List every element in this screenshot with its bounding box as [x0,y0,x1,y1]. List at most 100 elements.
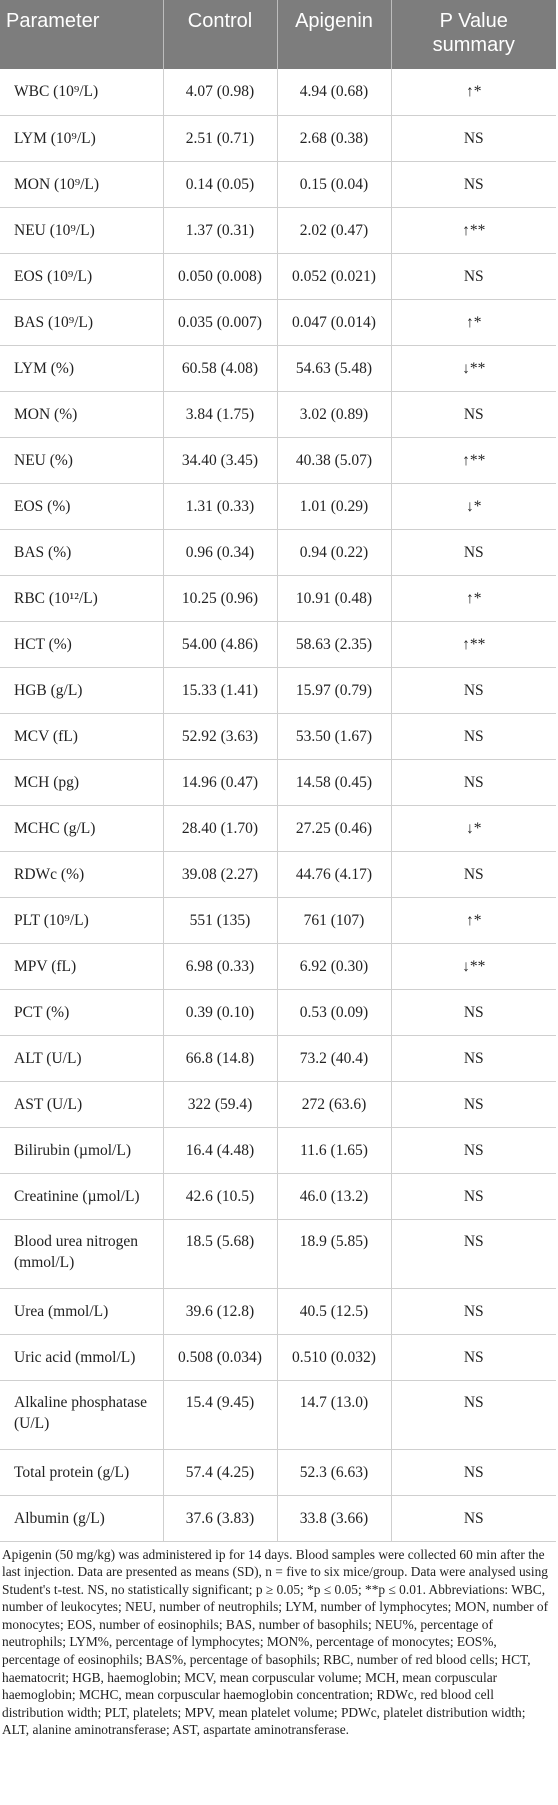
cell-control: 1.31 (0.33) [163,483,278,530]
table-row: BAS (%) 0.96 (0.34) 0.94 (0.22) NS [0,529,556,576]
cell-control: 39.6 (12.8) [163,1288,278,1335]
cell-parameter: LYM (10⁹/L) [0,115,164,162]
header-control: Control [163,0,278,69]
header-apigenin: Apigenin [277,0,392,69]
cell-parameter: MCV (fL) [0,713,164,760]
cell-apigenin: 761 (107) [277,897,392,944]
cell-control: 37.6 (3.83) [163,1495,278,1542]
cell-p-value: NS [391,1449,556,1496]
cell-control: 54.00 (4.86) [163,621,278,668]
cell-parameter: BAS (%) [0,529,164,576]
table-row: MON (10⁹/L) 0.14 (0.05) 0.15 (0.04) NS [0,161,556,208]
table-row: Albumin (g/L) 37.6 (3.83) 33.8 (3.66) NS [0,1495,556,1542]
cell-apigenin: 52.3 (6.63) [277,1449,392,1496]
cell-apigenin: 14.7 (13.0) [277,1380,392,1450]
cell-control: 57.4 (4.25) [163,1449,278,1496]
cell-p-value: NS [391,989,556,1036]
header-row: Parameter Control Apigenin P Value summa… [0,0,556,69]
cell-p-value: ↑* [391,897,556,944]
cell-control: 322 (59.4) [163,1081,278,1128]
cell-control: 34.40 (3.45) [163,437,278,484]
cell-control: 15.33 (1.41) [163,667,278,714]
cell-parameter: MON (%) [0,391,164,438]
table-row: EOS (%) 1.31 (0.33) 1.01 (0.29) ↓* [0,483,556,530]
cell-apigenin: 15.97 (0.79) [277,667,392,714]
table-row: ALT (U/L) 66.8 (14.8) 73.2 (40.4) NS [0,1035,556,1082]
cell-p-value: NS [391,759,556,806]
cell-control: 0.96 (0.34) [163,529,278,576]
table-row: MON (%) 3.84 (1.75) 3.02 (0.89) NS [0,391,556,438]
cell-apigenin: 2.02 (0.47) [277,207,392,254]
cell-p-value: ↑** [391,621,556,668]
cell-parameter: BAS (10⁹/L) [0,299,164,346]
cell-parameter: RDWc (%) [0,851,164,898]
table-header: Parameter Control Apigenin P Value summa… [0,0,556,69]
cell-apigenin: 0.94 (0.22) [277,529,392,576]
cell-p-value: ↑* [391,69,556,116]
cell-parameter: Total protein (g/L) [0,1449,164,1496]
cell-parameter: Urea (mmol/L) [0,1288,164,1335]
cell-parameter: MCH (pg) [0,759,164,806]
cell-parameter: Bilirubin (µmol/L) [0,1127,164,1174]
cell-p-value: NS [391,253,556,300]
cell-p-value: ↓* [391,483,556,530]
cell-apigenin: 33.8 (3.66) [277,1495,392,1542]
cell-parameter: HGB (g/L) [0,667,164,714]
cell-p-value: NS [391,1380,556,1450]
table-row: HGB (g/L) 15.33 (1.41) 15.97 (0.79) NS [0,667,556,714]
table-row: MCH (pg) 14.96 (0.47) 14.58 (0.45) NS [0,759,556,806]
cell-control: 10.25 (0.96) [163,575,278,622]
cell-apigenin: 53.50 (1.67) [277,713,392,760]
cell-p-value: ↓** [391,345,556,392]
header-p-value: P Value summary [391,0,556,69]
cell-p-value: NS [391,1334,556,1381]
table-footnote: Apigenin (50 mg/kg) was administered ip … [2,1546,549,1738]
cell-p-value: NS [391,529,556,576]
cell-control: 0.14 (0.05) [163,161,278,208]
cell-control: 15.4 (9.45) [163,1380,278,1450]
cell-parameter: EOS (10⁹/L) [0,253,164,300]
table-row: Alkaline phosphatase (U/L) 15.4 (9.45) 14.… [0,1380,556,1450]
cell-parameter: LYM (%) [0,345,164,392]
cell-control: 60.58 (4.08) [163,345,278,392]
cell-apigenin: 3.02 (0.89) [277,391,392,438]
table-row: LYM (%) 60.58 (4.08) 54.63 (5.48) ↓** [0,345,556,392]
table-row: BAS (10⁹/L) 0.035 (0.007) 0.047 (0.014) ↑* [0,299,556,346]
cell-control: 1.37 (0.31) [163,207,278,254]
cell-apigenin: 54.63 (5.48) [277,345,392,392]
cell-parameter: HCT (%) [0,621,164,668]
cell-apigenin: 40.5 (12.5) [277,1288,392,1335]
cell-control: 18.5 (5.68) [163,1219,278,1289]
table-row: AST (U/L) 322 (59.4) 272 (63.6) NS [0,1081,556,1128]
cell-parameter: NEU (%) [0,437,164,484]
cell-control: 42.6 (10.5) [163,1173,278,1220]
header-parameter: Parameter [0,0,164,69]
table-row: RBC (10¹²/L) 10.25 (0.96) 10.91 (0.48) ↑* [0,575,556,622]
table-row: Creatinine (µmol/L) 42.6 (10.5) 46.0 (13.2… [0,1173,556,1220]
table-row: LYM (10⁹/L) 2.51 (0.71) 2.68 (0.38) NS [0,115,556,162]
table-row: HCT (%) 54.00 (4.86) 58.63 (2.35) ↑** [0,621,556,668]
table-row: Blood urea nitrogen (mmol/L) 18.5 (5.68) 1… [0,1219,556,1289]
cell-apigenin: 2.68 (0.38) [277,115,392,162]
cell-parameter: PCT (%) [0,989,164,1036]
cell-parameter: Uric acid (mmol/L) [0,1334,164,1381]
table-row: Total protein (g/L) 57.4 (4.25) 52.3 (6.63… [0,1449,556,1496]
cell-control: 6.98 (0.33) [163,943,278,990]
table-row: PCT (%) 0.39 (0.10) 0.53 (0.09) NS [0,989,556,1036]
cell-apigenin: 0.052 (0.021) [277,253,392,300]
cell-parameter: AST (U/L) [0,1081,164,1128]
data-table: Parameter Control Apigenin P Value summa… [0,0,556,1542]
cell-parameter: MPV (fL) [0,943,164,990]
cell-apigenin: 1.01 (0.29) [277,483,392,530]
cell-control: 551 (135) [163,897,278,944]
table-row: PLT (10⁹/L) 551 (135) 761 (107) ↑* [0,897,556,944]
cell-control: 0.035 (0.007) [163,299,278,346]
cell-p-value: ↓** [391,943,556,990]
cell-control: 3.84 (1.75) [163,391,278,438]
cell-apigenin: 46.0 (13.2) [277,1173,392,1220]
cell-apigenin: 6.92 (0.30) [277,943,392,990]
cell-p-value: ↑* [391,575,556,622]
cell-apigenin: 4.94 (0.68) [277,69,392,116]
table-row: WBC (10⁹/L) 4.07 (0.98) 4.94 (0.68) ↑* [0,69,556,116]
table-row: Bilirubin (µmol/L) 16.4 (4.48) 11.6 (1.65)… [0,1127,556,1174]
